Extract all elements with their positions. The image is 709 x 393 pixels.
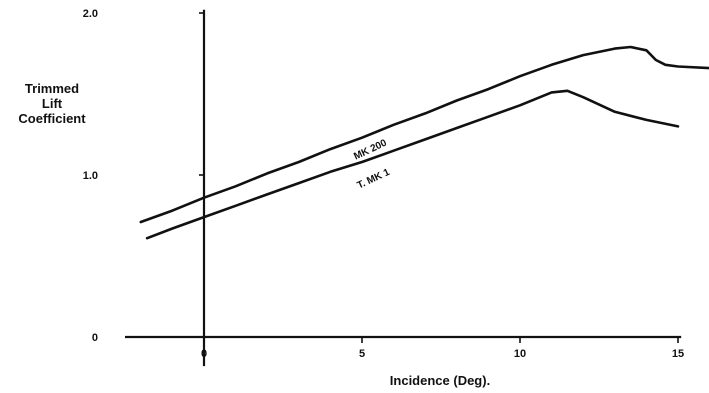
y-axis-title-line: Lift [42,96,63,111]
y-axis-title-line: Coefficient [18,111,86,126]
x-tick-label: 5 [359,348,365,360]
y-tick-label: 2.0 [83,8,98,20]
series-line-mk200 [139,45,709,224]
y-axis-title: Trimmed Lift Coefficient [18,81,86,126]
x-ticks: 0 5 10 15 [201,337,684,360]
series-label: T. MK 1 [356,167,392,192]
y-tick-label: 0 [92,332,98,344]
x-tick-label: 15 [672,348,684,360]
y-ticks: 0 1.0 2.0 [83,8,204,344]
x-tick-label: 10 [514,348,526,360]
y-tick-label: 1.0 [83,170,98,182]
x-tick-label: 0 [201,348,207,360]
y-axis-title-line: Trimmed [25,81,79,96]
series-line-tmk1 [145,89,680,240]
x-axis-title: Incidence (Deg). [390,373,490,388]
series-lines [139,45,709,240]
